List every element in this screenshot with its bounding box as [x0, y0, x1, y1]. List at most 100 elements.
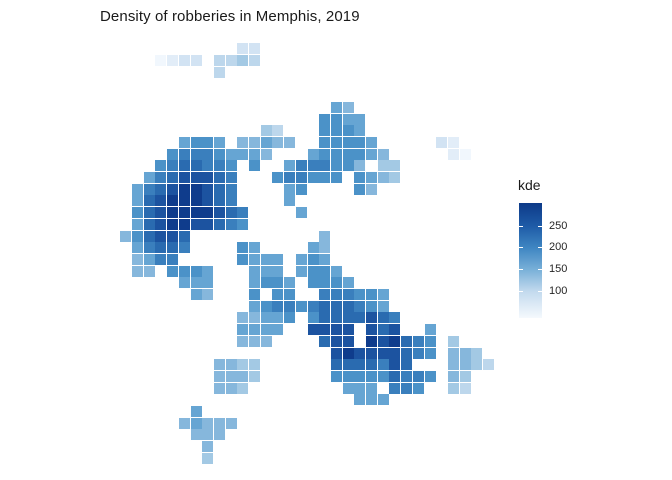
map-tile — [389, 370, 401, 382]
map-tile — [330, 148, 342, 160]
map-tile — [225, 195, 237, 207]
map-tile — [401, 347, 413, 359]
map-tile — [178, 242, 190, 254]
map-tile — [213, 218, 225, 230]
map-tile — [412, 370, 424, 382]
map-tile — [377, 289, 389, 301]
map-tile — [178, 148, 190, 160]
map-tile — [319, 113, 331, 125]
map-tile — [342, 300, 354, 312]
map-tile — [424, 370, 436, 382]
map-tile — [178, 230, 190, 242]
map-tile — [132, 195, 144, 207]
map-tile — [167, 253, 179, 265]
map-tile — [213, 172, 225, 184]
map-tile — [319, 335, 331, 347]
map-tile — [319, 265, 331, 277]
map-tile — [213, 183, 225, 195]
map-tile — [295, 265, 307, 277]
map-tile — [190, 183, 202, 195]
map-tile — [178, 160, 190, 172]
map-tile — [143, 183, 155, 195]
map-tile — [155, 172, 167, 184]
map-tile — [295, 172, 307, 184]
map-tile — [319, 300, 331, 312]
map-tile — [447, 136, 459, 148]
map-tile — [319, 242, 331, 254]
map-tile — [213, 417, 225, 429]
map-tile — [167, 207, 179, 219]
map-tile — [272, 265, 284, 277]
map-tile — [202, 207, 214, 219]
map-tile — [225, 55, 237, 67]
map-tile — [307, 324, 319, 336]
map-tile — [143, 253, 155, 265]
map-tile — [354, 382, 366, 394]
map-tile — [272, 136, 284, 148]
map-tile — [295, 253, 307, 265]
map-tile — [237, 312, 249, 324]
map-tile — [330, 335, 342, 347]
map-tile — [354, 172, 366, 184]
map-tile — [190, 172, 202, 184]
map-tile — [377, 160, 389, 172]
map-tile — [202, 136, 214, 148]
map-tile — [307, 300, 319, 312]
map-tile — [143, 218, 155, 230]
map-tile — [178, 265, 190, 277]
map-tile — [249, 359, 261, 371]
map-tile — [319, 253, 331, 265]
map-tile — [366, 136, 378, 148]
map-tile — [249, 253, 261, 265]
map-tile — [354, 160, 366, 172]
map-tile — [213, 370, 225, 382]
map-tile — [366, 289, 378, 301]
map-tile — [178, 183, 190, 195]
map-tile — [237, 136, 249, 148]
map-tile — [319, 230, 331, 242]
map-tile — [202, 277, 214, 289]
map-tile — [225, 382, 237, 394]
map-tile — [237, 253, 249, 265]
map-tile — [295, 300, 307, 312]
map-tile — [260, 277, 272, 289]
map-tile — [342, 113, 354, 125]
map-tile — [167, 148, 179, 160]
map-tile — [202, 172, 214, 184]
map-tile — [249, 265, 261, 277]
map-tile — [377, 394, 389, 406]
map-tile — [330, 125, 342, 137]
map-tile — [330, 136, 342, 148]
map-tile — [424, 324, 436, 336]
plot-title: Density of robberies in Memphis, 2019 — [100, 8, 360, 25]
map-tile — [354, 312, 366, 324]
map-tile — [272, 300, 284, 312]
map-tile — [260, 253, 272, 265]
map-tile — [307, 160, 319, 172]
map-tile — [213, 429, 225, 441]
map-tile — [424, 347, 436, 359]
map-tile — [330, 101, 342, 113]
map-tile — [190, 289, 202, 301]
map-tile — [237, 242, 249, 254]
map-tile — [284, 289, 296, 301]
map-tile — [237, 43, 249, 55]
map-tile — [366, 324, 378, 336]
map-tile — [319, 324, 331, 336]
map-tile — [132, 230, 144, 242]
map-tile — [190, 160, 202, 172]
map-tile — [237, 148, 249, 160]
map-tile — [167, 55, 179, 67]
map-tile — [354, 359, 366, 371]
map-tile — [389, 335, 401, 347]
map-tile — [471, 347, 483, 359]
map-tile — [342, 160, 354, 172]
map-tile — [260, 136, 272, 148]
map-tile — [213, 160, 225, 172]
map-tile — [237, 207, 249, 219]
map-tile — [295, 160, 307, 172]
map-tile — [330, 172, 342, 184]
map-tile — [412, 347, 424, 359]
map-tile — [237, 370, 249, 382]
map-tile — [354, 148, 366, 160]
